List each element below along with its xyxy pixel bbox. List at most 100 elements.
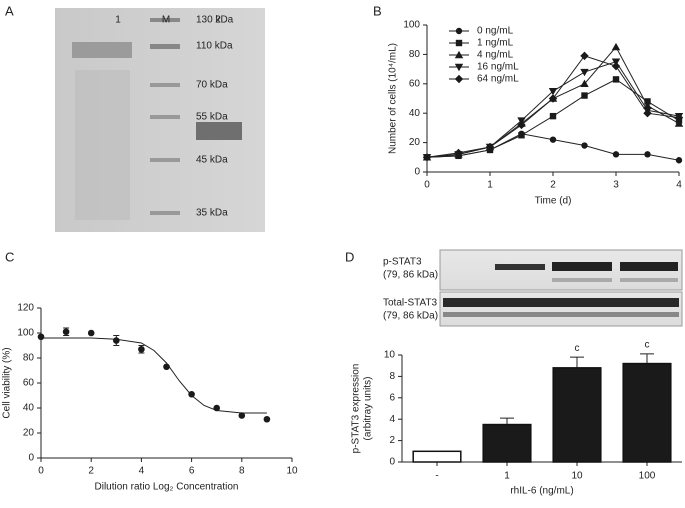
y-axis-label: (arbitray units) [363,377,374,441]
legend-marker [455,39,463,47]
legend-marker [454,50,464,59]
marker-label: 45 kDa [196,155,228,166]
marker [548,87,558,96]
gel-image [55,8,265,232]
y-tick-label: 4 [389,414,395,425]
blot-label: Total-STAT3 [383,298,438,309]
marker [612,151,620,158]
lane-label: 2 [215,15,221,26]
marker [644,151,651,158]
marker [581,142,588,149]
x-tick-label: 1 [504,471,510,482]
legend-label: 64 ng/mL [477,74,519,85]
panel-label: D [345,249,354,264]
legend-marker [455,27,463,35]
legend-label: 16 ng/mL [477,62,519,73]
line [426,61,680,158]
y-tick-label: 120 [17,303,34,314]
point [87,329,95,337]
legend-label: 1 ng/mL [477,38,514,49]
annotation: c [575,343,580,354]
legend-marker [454,74,464,84]
blot-image [439,249,683,327]
marker-label: 130 kDa [196,15,234,26]
marker [612,76,620,83]
x-tick-label: 1 [487,180,493,191]
x-axis-label: Time (d) [535,196,572,207]
marker [675,157,683,164]
y-tick-label: 40 [409,108,421,119]
x-tick-label: 10 [286,466,298,477]
marker-label: 35 kDa [196,208,228,219]
point [163,363,170,371]
x-axis-label: rhIL-6 (ng/mL) [510,486,573,497]
point [263,415,271,423]
y-tick-label: 60 [409,78,421,89]
marker [674,113,684,122]
x-tick-label: 3 [613,180,619,191]
x-tick-label: 2 [550,180,556,191]
point [138,345,145,353]
fit-line [41,337,267,414]
x-tick-label: 4 [139,466,145,477]
y-tick-label: 20 [409,137,421,148]
marker [643,109,652,118]
marker [517,120,526,130]
bar [482,423,532,463]
error-bar [640,353,654,364]
bar [622,362,672,463]
point [37,333,45,341]
legend-marker [454,63,464,72]
marker [611,42,621,51]
marker-label: 110 kDa [196,41,233,52]
marker [518,132,525,139]
lane-label: M [162,15,170,26]
y-tick-label: 10 [384,350,396,361]
point [188,390,195,398]
x-tick-label: - [435,471,438,482]
marker [674,119,684,127]
x-tick-label: 0 [424,180,430,191]
x-axis-label: Dilution ratio Log₂ Concentration [95,482,239,493]
y-tick-label: 0 [414,167,420,178]
point [238,412,246,419]
marker [580,68,589,77]
marker [549,112,557,120]
y-axis-label: p-STAT3 expression [351,364,362,454]
panel-label: A [5,3,14,18]
y-tick-label: 80 [409,49,421,60]
x-tick-label: 6 [189,466,195,477]
x-tick-label: 0 [38,466,44,477]
y-tick-label: 0 [389,457,395,468]
marker [454,148,463,158]
y-tick-label: 8 [389,371,395,382]
y-tick-label: 100 [17,328,34,339]
bar [412,450,462,463]
y-axis-label: Cell viability (%) [2,347,13,418]
marker [548,94,558,103]
y-tick-label: 6 [389,392,395,403]
lane-label: 1 [115,15,121,26]
marker-label: 55 kDa [196,112,228,123]
y-tick-label: 0 [28,453,34,464]
y-tick-label: 20 [23,428,35,439]
y-tick-label: 100 [403,20,420,31]
marker [485,142,495,152]
panel-label: C [5,249,14,264]
bar [552,367,602,463]
legend-label: 0 ng/mL [477,26,514,37]
y-axis-label: Number of cells (10⁴/mL) [388,43,399,154]
y-tick-label: 40 [23,403,35,414]
blot-label: (79, 86 kDa) [383,270,438,281]
marker [580,51,589,61]
y-tick-label: 60 [23,378,35,389]
marker [580,79,589,87]
legend-label: 4 ng/mL [477,50,514,61]
y-tick-label: 80 [23,353,35,364]
x-tick-label: 2 [88,466,94,477]
marker [549,136,557,143]
x-tick-label: 4 [676,180,682,191]
x-tick-label: 100 [639,471,656,482]
marker [581,92,588,99]
